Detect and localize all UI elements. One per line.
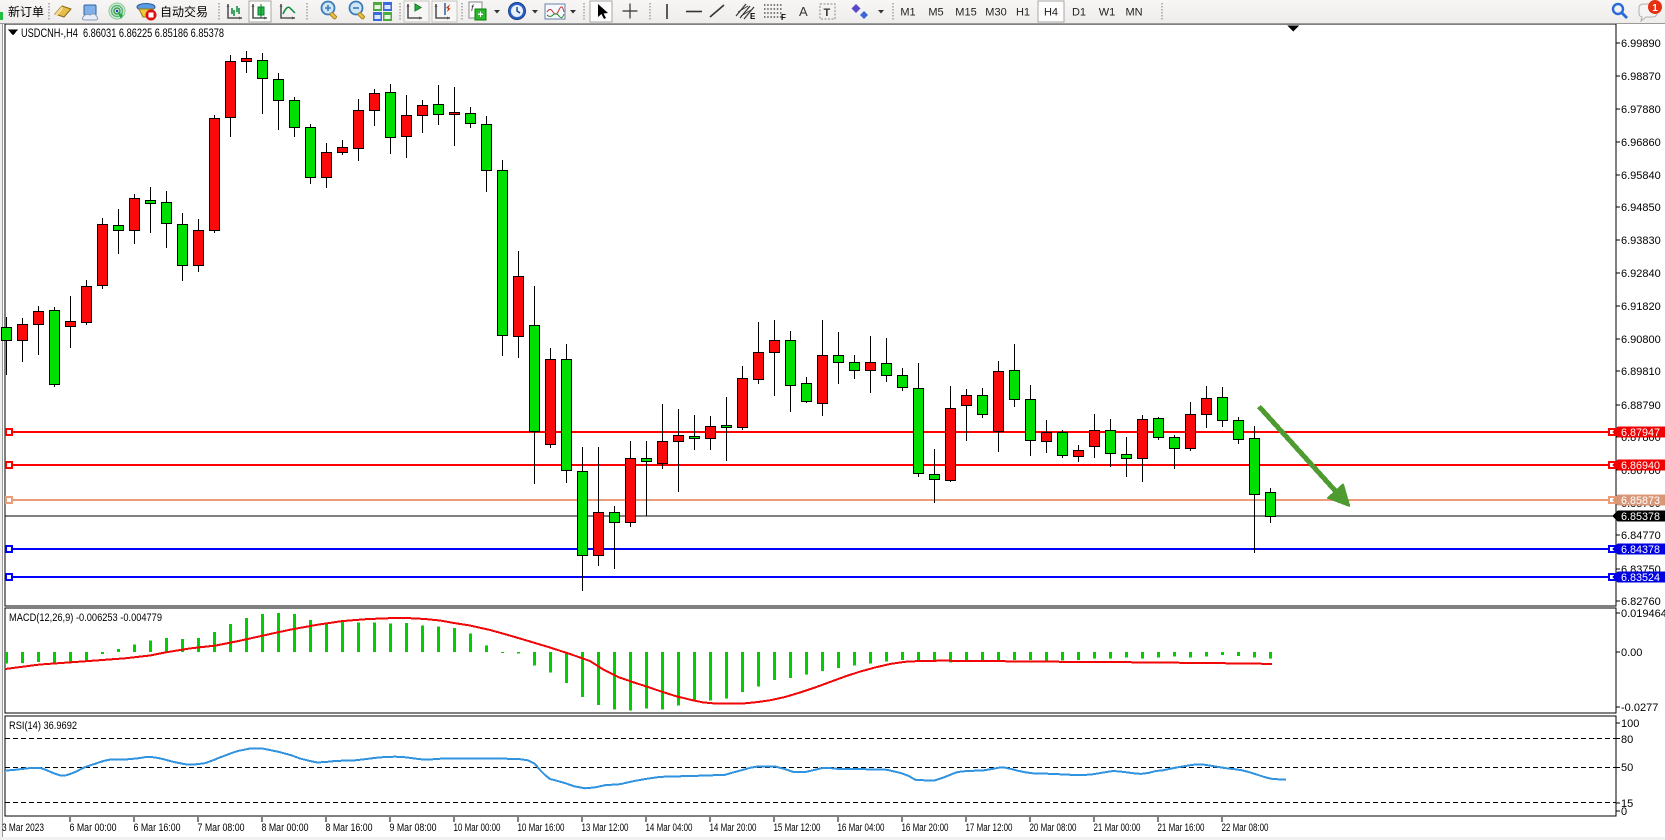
svg-text:6.85873: 6.85873 bbox=[1621, 495, 1660, 507]
svg-text:-0.0277: -0.0277 bbox=[1621, 702, 1658, 714]
svg-text:21 Mar 00:00: 21 Mar 00:00 bbox=[1094, 822, 1141, 834]
svg-text:16 Mar 20:00: 16 Mar 20:00 bbox=[902, 822, 949, 834]
svg-text:RSI(14) 36.9692: RSI(14) 36.9692 bbox=[9, 720, 77, 732]
svg-text:6.84378: 6.84378 bbox=[1621, 544, 1660, 556]
svg-text:H1: H1 bbox=[1016, 7, 1030, 19]
svg-text:6.97880: 6.97880 bbox=[1621, 104, 1661, 116]
svg-text:7 Mar 08:00: 7 Mar 08:00 bbox=[198, 822, 245, 834]
svg-text:22 Mar 08:00: 22 Mar 08:00 bbox=[1222, 822, 1269, 834]
svg-text:H4: H4 bbox=[1044, 7, 1058, 19]
svg-text:3 Mar 2023: 3 Mar 2023 bbox=[2, 822, 44, 834]
svg-text:6.99890: 6.99890 bbox=[1621, 38, 1661, 50]
svg-text:50: 50 bbox=[1621, 762, 1633, 774]
svg-text:自动交易: 自动交易 bbox=[160, 4, 208, 19]
svg-text:T: T bbox=[824, 7, 831, 19]
svg-text:f: f bbox=[471, 3, 475, 13]
svg-text:80: 80 bbox=[1621, 734, 1633, 746]
svg-text:M1: M1 bbox=[900, 7, 915, 19]
svg-text:A: A bbox=[799, 4, 808, 19]
svg-text:6.83524: 6.83524 bbox=[1621, 572, 1660, 584]
svg-text:6 Mar 16:00: 6 Mar 16:00 bbox=[134, 822, 181, 834]
svg-text:6.89810: 6.89810 bbox=[1621, 366, 1661, 378]
svg-text:MN: MN bbox=[1125, 7, 1142, 19]
svg-text:6.86940: 6.86940 bbox=[1621, 460, 1660, 472]
svg-text:M5: M5 bbox=[928, 7, 943, 19]
svg-text:21 Mar 16:00: 21 Mar 16:00 bbox=[1158, 822, 1205, 834]
svg-text:0.00: 0.00 bbox=[1621, 647, 1642, 659]
svg-text:6 Mar 00:00: 6 Mar 00:00 bbox=[70, 822, 117, 834]
svg-text:6.88790: 6.88790 bbox=[1621, 400, 1661, 412]
svg-text:0: 0 bbox=[1621, 806, 1627, 818]
svg-text:6.93830: 6.93830 bbox=[1621, 235, 1661, 247]
svg-text:M15: M15 bbox=[955, 7, 976, 19]
svg-text:MACD(12,26,9) -0.006253 -0.004: MACD(12,26,9) -0.006253 -0.004779 bbox=[9, 612, 162, 624]
svg-text:9 Mar 08:00: 9 Mar 08:00 bbox=[390, 822, 437, 834]
svg-text:14 Mar 20:00: 14 Mar 20:00 bbox=[710, 822, 757, 834]
svg-text:10 Mar 16:00: 10 Mar 16:00 bbox=[518, 822, 565, 834]
svg-text:W1: W1 bbox=[1099, 7, 1116, 19]
svg-text:6.85378: 6.85378 bbox=[1621, 511, 1660, 523]
svg-text:6.87947: 6.87947 bbox=[1621, 427, 1660, 439]
svg-text:6.82760: 6.82760 bbox=[1621, 596, 1661, 608]
svg-text:15: 15 bbox=[1621, 798, 1633, 810]
svg-text:8 Mar 00:00: 8 Mar 00:00 bbox=[262, 822, 309, 834]
svg-text:8 Mar 16:00: 8 Mar 16:00 bbox=[326, 822, 373, 834]
svg-text:1: 1 bbox=[1652, 3, 1658, 14]
svg-text:6.92840: 6.92840 bbox=[1621, 268, 1661, 280]
svg-text:6.91820: 6.91820 bbox=[1621, 301, 1661, 313]
svg-text:6.95840: 6.95840 bbox=[1621, 170, 1661, 182]
svg-text:M30: M30 bbox=[985, 7, 1006, 19]
svg-text:新订单: 新订单 bbox=[8, 4, 44, 19]
svg-text:E: E bbox=[750, 12, 756, 21]
svg-text:13 Mar 12:00: 13 Mar 12:00 bbox=[582, 822, 629, 834]
svg-text:6.84770: 6.84770 bbox=[1621, 530, 1661, 542]
svg-text:14 Mar 04:00: 14 Mar 04:00 bbox=[646, 822, 693, 834]
svg-text:17 Mar 12:00: 17 Mar 12:00 bbox=[966, 822, 1013, 834]
svg-text:15 Mar 12:00: 15 Mar 12:00 bbox=[774, 822, 821, 834]
svg-text:6.96860: 6.96860 bbox=[1621, 137, 1661, 149]
svg-text:D1: D1 bbox=[1072, 7, 1086, 19]
svg-text:6.90800: 6.90800 bbox=[1621, 334, 1661, 346]
svg-text:100: 100 bbox=[1621, 718, 1639, 730]
svg-text:20 Mar 08:00: 20 Mar 08:00 bbox=[1030, 822, 1077, 834]
svg-text:6.98870: 6.98870 bbox=[1621, 71, 1661, 83]
svg-text:0.019464: 0.019464 bbox=[1621, 608, 1665, 620]
svg-text:10 Mar 00:00: 10 Mar 00:00 bbox=[454, 822, 501, 834]
svg-text:USDCNH-,H4 6.86031 6.86225 6.: USDCNH-,H4 6.86031 6.86225 6.85186 6.853… bbox=[21, 26, 224, 40]
svg-text:6.94850: 6.94850 bbox=[1621, 202, 1661, 214]
svg-text:16 Mar 04:00: 16 Mar 04:00 bbox=[838, 822, 885, 834]
svg-text:F: F bbox=[781, 13, 786, 22]
